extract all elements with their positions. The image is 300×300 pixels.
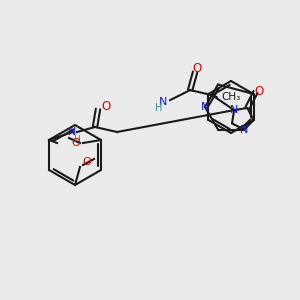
Text: N: N <box>230 105 238 115</box>
Text: N: N <box>159 97 167 107</box>
Text: N: N <box>68 127 76 137</box>
Text: O: O <box>254 85 263 98</box>
Text: H: H <box>155 103 162 113</box>
Text: O: O <box>101 100 110 113</box>
Text: N: N <box>201 102 209 112</box>
Text: CH₃: CH₃ <box>221 92 241 102</box>
Text: O: O <box>82 157 91 167</box>
Text: O: O <box>193 61 202 75</box>
Text: O: O <box>71 138 80 148</box>
Text: N: N <box>240 124 248 134</box>
Text: H: H <box>73 134 80 143</box>
